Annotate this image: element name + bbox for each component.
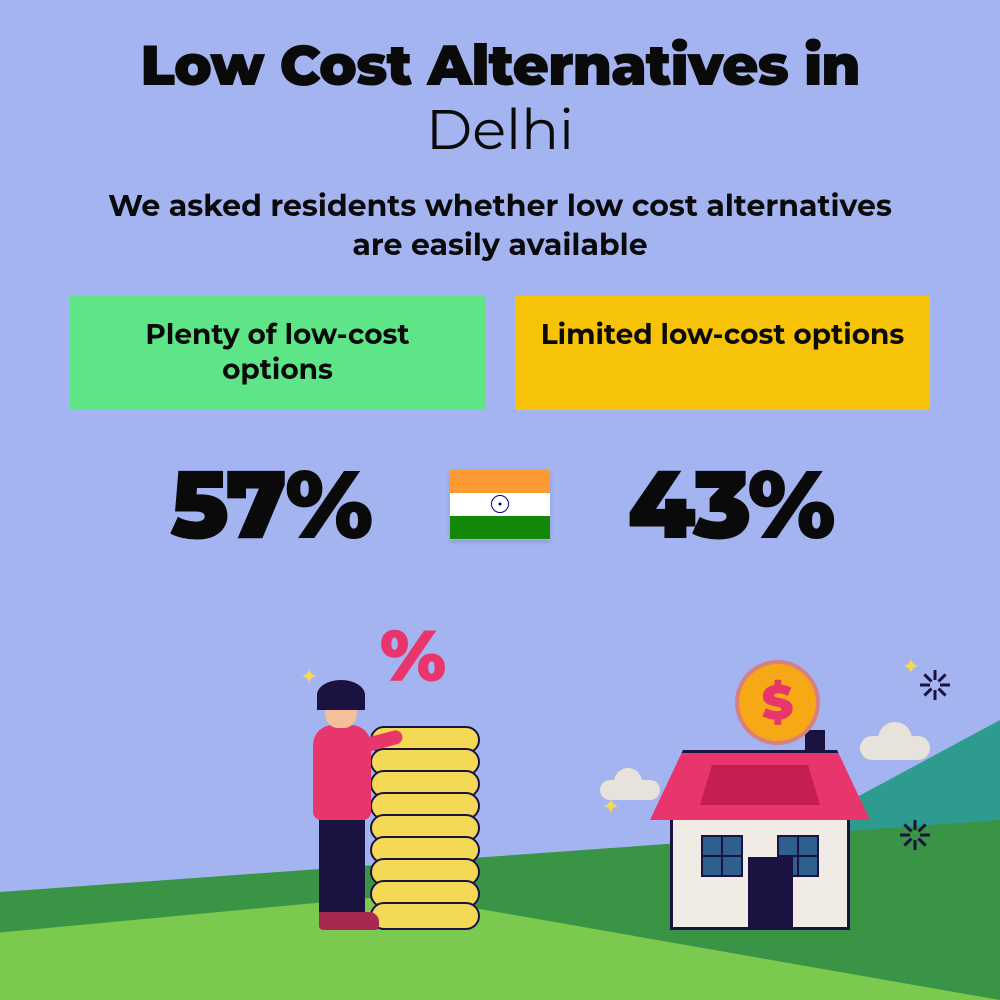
sparkle-icon: ✦: [602, 793, 620, 820]
burst-icon: [920, 670, 950, 700]
house-door: [748, 857, 793, 927]
option-plenty: Plenty of low-cost options: [70, 296, 485, 410]
title-main: Low Cost Alternatives in: [0, 0, 1000, 100]
person-legs: [319, 815, 365, 915]
house-roof-inner: [700, 765, 820, 805]
subtitle: We asked residents whether low cost alte…: [0, 186, 1000, 264]
flag-green-stripe: [450, 516, 550, 539]
percents-row: 57% 43%: [0, 446, 1000, 563]
options-row: Plenty of low-cost options Limited low-c…: [0, 296, 1000, 410]
dollar-coin-icon: $: [735, 660, 820, 745]
house-roof: [650, 750, 870, 820]
burst-icon: [900, 820, 930, 850]
illustration: ✦ ✦ ✦ $ %: [0, 640, 1000, 1000]
house-body: [670, 810, 850, 930]
house-window: [701, 835, 743, 877]
person-feet: [319, 912, 379, 930]
coin-stack-icon: [370, 732, 480, 930]
house-icon: $: [650, 750, 870, 930]
flag-saffron-stripe: [450, 470, 550, 493]
coin: [370, 902, 480, 930]
person-icon: [295, 680, 385, 930]
percent-limited: 43%: [580, 446, 880, 563]
cloud-icon: [860, 736, 930, 760]
flag-white-stripe: [450, 493, 550, 516]
percent-plenty: 57%: [120, 446, 420, 563]
person-hair: [317, 680, 365, 710]
title-city: Delhi: [0, 96, 1000, 164]
india-flag-icon: [450, 470, 550, 540]
percent-icon: %: [380, 612, 446, 700]
sparkle-icon: ✦: [902, 653, 920, 680]
ashoka-chakra-icon: [491, 495, 509, 513]
option-limited: Limited low-cost options: [515, 296, 930, 410]
